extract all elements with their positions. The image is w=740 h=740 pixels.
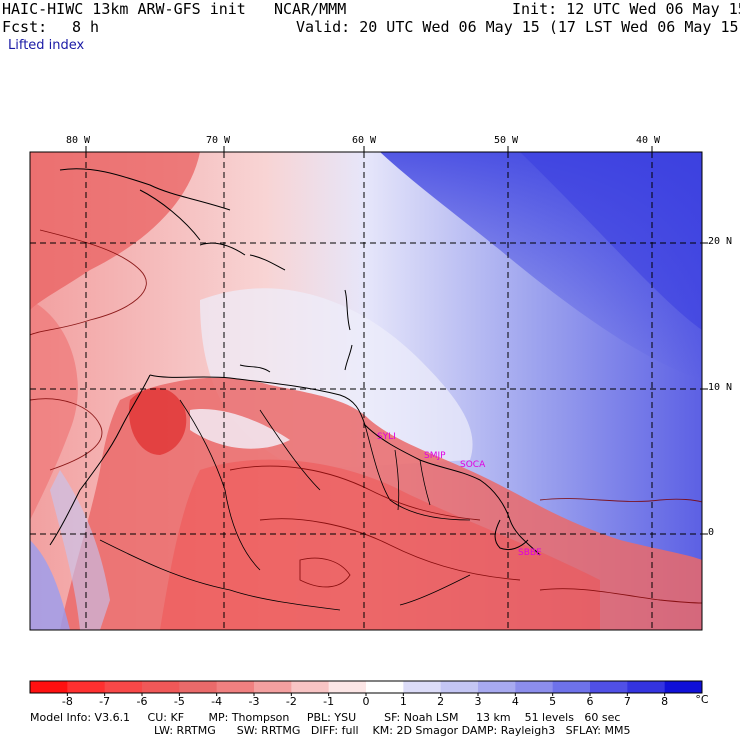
colorbar-label: 5 [549,695,557,708]
colorbar-swatch [142,681,180,693]
colorbar-label: -7 [99,695,111,708]
lon-tick-40w: 40 W [636,135,661,146]
colorbar-swatch [515,681,554,693]
colorbar-swatch [366,681,404,693]
field-name: Lifted index [8,38,85,53]
colorbar-label: -8 [61,695,73,708]
colorbar-swatch [403,681,442,693]
colorbar-label: 7 [623,695,631,708]
colorbar-swatch [254,681,292,693]
lat-lon-grid [30,152,702,630]
colorbar-label: 2 [437,695,445,708]
lat-tick-0: 0 [708,527,715,538]
valid-time: Valid: 20 UTC Wed 06 May 15 (17 LST Wed … [296,18,740,36]
org-label: NCAR/MMM [274,0,347,18]
colorbar-swatch [67,681,106,693]
colorbar-label: 4 [511,695,519,708]
colorbar-swatch [440,681,479,693]
model-info-line1: Model Info: V3.6.1 CU: KF MP: Thompson P… [30,711,621,724]
colorbar-label: 6 [586,695,594,708]
lon-tick-50w: 50 W [494,135,519,146]
contour-lines [30,229,702,604]
colorbar-label: 3 [474,695,482,708]
forecast-hour: 8 h [72,18,100,36]
top-ticks [85,146,708,535]
colorbar-swatch [104,681,143,693]
lon-tick-80w: 80 W [66,135,91,146]
lon-tick-70w: 70 W [206,135,231,146]
unstable-air-caribbean [30,152,200,310]
model-title: HAIC-HIWC 13km ARW-GFS init [2,0,246,18]
colorbar-label: 1 [399,695,407,708]
colorbar [29,680,703,696]
colorbar-label: -6 [136,695,148,708]
colorbar-label: 0 [362,695,370,708]
colorbar-label: -1 [323,695,335,708]
colorbar-swatch [328,681,367,693]
lat-tick-20n: 20 N [708,236,733,247]
map-frame [29,151,703,631]
station-sbbe: SBBE [518,548,542,558]
colorbar-swatch [627,681,666,693]
lat-tick-10n: 10 N [708,382,733,393]
colorbar-label: -3 [248,695,260,708]
station-smjp: SMJP [424,451,446,461]
colorbar-swatch [478,681,516,693]
colorbar-swatch [552,681,591,693]
colorbar-swatch [30,681,68,693]
station-syli: SYLI [377,432,396,442]
colorbar-label: 8 [661,695,669,708]
colorbar-swatch [664,681,703,693]
station-soca: SOCA [460,460,486,470]
init-time: Init: 12 UTC Wed 06 May 15 [512,0,740,18]
model-info-line2: LW: RRTMG SW: RRTMG DIFF: full KM: 2D Sm… [154,724,631,737]
forecast-label: Fcst: [2,18,48,36]
colorbar-swatch [216,681,255,693]
colorbar-swatch [291,681,330,693]
borders [99,399,471,611]
colorbar-label: -4 [211,695,223,708]
colorbar-label: -2 [285,695,297,708]
colorbar-swatch [179,681,218,693]
colorbar-label: -5 [173,695,185,708]
colorbar-swatch [590,681,628,693]
colorbar-unit: °C [695,693,709,706]
lon-tick-60w: 60 W [352,135,377,146]
coastlines [49,168,541,556]
